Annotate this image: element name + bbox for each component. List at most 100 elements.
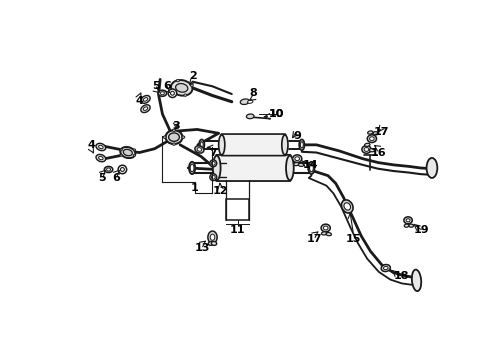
Ellipse shape — [168, 133, 179, 141]
Ellipse shape — [404, 224, 408, 227]
Ellipse shape — [298, 163, 303, 166]
Ellipse shape — [170, 91, 174, 95]
Ellipse shape — [160, 92, 164, 95]
Ellipse shape — [141, 105, 150, 113]
Text: 10: 10 — [268, 109, 284, 119]
Text: 18: 18 — [392, 271, 408, 281]
Ellipse shape — [403, 217, 411, 224]
Ellipse shape — [143, 98, 147, 101]
Ellipse shape — [182, 136, 184, 138]
Ellipse shape — [143, 107, 147, 111]
Ellipse shape — [171, 80, 192, 96]
Ellipse shape — [361, 145, 370, 153]
Ellipse shape — [190, 84, 193, 86]
Ellipse shape — [369, 137, 373, 141]
Ellipse shape — [141, 95, 150, 103]
Text: 8: 8 — [249, 88, 257, 98]
FancyBboxPatch shape — [221, 134, 285, 156]
Text: 9: 9 — [293, 131, 301, 141]
Bar — [226, 199, 249, 220]
Text: 19: 19 — [412, 225, 428, 235]
Text: 15: 15 — [345, 234, 360, 244]
Ellipse shape — [368, 149, 374, 152]
FancyBboxPatch shape — [216, 155, 290, 181]
Ellipse shape — [133, 154, 135, 156]
Ellipse shape — [210, 234, 214, 240]
Ellipse shape — [120, 147, 135, 158]
Ellipse shape — [170, 89, 173, 92]
Ellipse shape — [218, 135, 224, 155]
Ellipse shape — [190, 164, 194, 172]
Ellipse shape — [343, 203, 350, 210]
Ellipse shape — [372, 132, 378, 135]
Ellipse shape — [309, 164, 313, 172]
Ellipse shape — [211, 161, 215, 165]
Ellipse shape — [172, 129, 175, 131]
Ellipse shape — [195, 146, 203, 153]
Text: 2: 2 — [189, 71, 197, 81]
Ellipse shape — [246, 114, 254, 119]
Text: 16: 16 — [369, 148, 385, 158]
Ellipse shape — [175, 84, 187, 92]
Ellipse shape — [163, 136, 166, 138]
Ellipse shape — [176, 80, 179, 82]
Ellipse shape — [120, 167, 124, 171]
Text: 14: 14 — [302, 160, 318, 170]
Text: 5: 5 — [99, 173, 106, 183]
Ellipse shape — [172, 143, 175, 145]
Ellipse shape — [240, 99, 249, 104]
Ellipse shape — [292, 155, 301, 163]
Ellipse shape — [120, 149, 122, 151]
Text: 4: 4 — [87, 140, 95, 150]
Text: 17: 17 — [306, 234, 322, 244]
Ellipse shape — [189, 162, 195, 174]
Ellipse shape — [207, 231, 217, 243]
Text: 17: 17 — [373, 127, 389, 137]
Text: 6: 6 — [163, 81, 171, 91]
Ellipse shape — [165, 130, 182, 144]
Ellipse shape — [341, 200, 352, 213]
Ellipse shape — [212, 156, 220, 180]
Ellipse shape — [99, 157, 103, 160]
Ellipse shape — [308, 162, 314, 174]
Ellipse shape — [118, 165, 126, 174]
Ellipse shape — [408, 224, 413, 227]
Ellipse shape — [426, 158, 436, 178]
Ellipse shape — [158, 90, 166, 96]
Text: 13: 13 — [194, 243, 210, 253]
Ellipse shape — [364, 148, 368, 152]
Ellipse shape — [211, 242, 216, 246]
Ellipse shape — [281, 135, 287, 155]
Text: 11: 11 — [230, 225, 245, 235]
Ellipse shape — [325, 233, 331, 236]
Ellipse shape — [123, 149, 132, 156]
Text: 10: 10 — [268, 109, 284, 119]
Ellipse shape — [300, 142, 303, 148]
Ellipse shape — [285, 156, 293, 180]
Ellipse shape — [99, 145, 103, 149]
Ellipse shape — [168, 89, 176, 98]
Ellipse shape — [183, 94, 186, 96]
Text: 5: 5 — [152, 81, 160, 91]
Ellipse shape — [366, 135, 376, 143]
Ellipse shape — [380, 265, 389, 271]
Ellipse shape — [293, 162, 299, 166]
Ellipse shape — [364, 143, 369, 147]
Ellipse shape — [106, 168, 110, 171]
Ellipse shape — [104, 166, 113, 172]
Text: 7: 7 — [209, 148, 217, 158]
Text: 6: 6 — [112, 173, 120, 183]
Ellipse shape — [321, 232, 326, 235]
Ellipse shape — [209, 174, 216, 181]
Ellipse shape — [406, 219, 409, 222]
Text: 3: 3 — [172, 121, 180, 131]
Ellipse shape — [247, 100, 252, 103]
Text: 1: 1 — [190, 183, 198, 193]
Ellipse shape — [120, 154, 122, 156]
Ellipse shape — [199, 139, 204, 150]
Ellipse shape — [299, 139, 304, 150]
Ellipse shape — [321, 224, 329, 232]
Ellipse shape — [208, 242, 213, 246]
Text: 12: 12 — [212, 186, 227, 196]
Text: 4: 4 — [135, 96, 143, 106]
